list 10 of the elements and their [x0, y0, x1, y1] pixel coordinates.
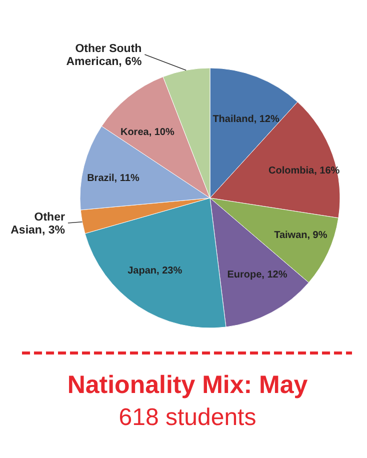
slice-label: Thailand, 12%: [212, 114, 280, 125]
slice-label: Other South American, 6%: [66, 42, 142, 68]
slice-label: Japan, 23%: [128, 266, 182, 277]
slice-label: Brazil, 11%: [87, 173, 140, 184]
slice-label: Taiwan, 9%: [274, 230, 328, 241]
slice-label: Other Asian, 3%: [10, 211, 66, 236]
slice-label: Europe, 12%: [227, 270, 288, 281]
slice-label: Korea, 10%: [120, 127, 174, 138]
text: 618 students: [118, 404, 256, 431]
text: Nationality Mix: May: [67, 371, 308, 399]
